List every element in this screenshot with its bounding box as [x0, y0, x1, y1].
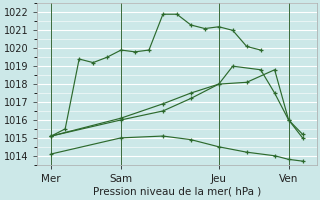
X-axis label: Pression niveau de la mer( hPa ): Pression niveau de la mer( hPa ): [93, 187, 261, 197]
